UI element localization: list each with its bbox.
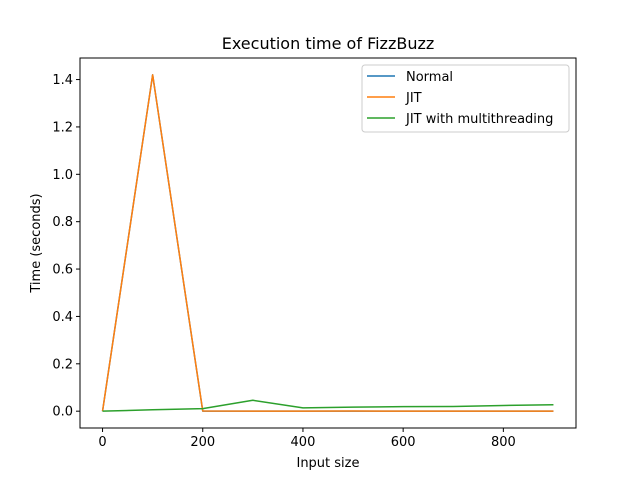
x-tick-label: 400	[291, 435, 316, 450]
legend: Normal JIT JIT with multithreading	[361, 64, 570, 133]
x-axis: 0 200 400 600 800	[98, 428, 516, 450]
legend-box	[361, 64, 570, 133]
x-tick-label: 600	[391, 435, 416, 450]
y-axis-label: Time (seconds)	[29, 193, 44, 293]
x-axis-label: Input size	[296, 456, 359, 471]
legend-label-1: JIT	[405, 91, 422, 106]
y-tick-label: 0.2	[52, 357, 73, 372]
y-tick-label: 0.8	[52, 215, 73, 230]
chart-title: Execution time of FizzBuzz	[222, 34, 435, 53]
x-tick-label: 200	[190, 435, 215, 450]
series-line-2	[102, 399, 554, 412]
y-tick-label: 0.4	[52, 310, 73, 325]
y-tick-label: 0.6	[52, 263, 73, 278]
y-axis: 0.0 0.2 0.4 0.6 0.8 1.0 1.2 1.4	[52, 73, 80, 420]
y-tick-label: 1.2	[52, 120, 73, 135]
y-tick-label: 1.4	[52, 73, 73, 88]
legend-label-0: Normal	[406, 70, 453, 85]
x-tick-label: 0	[98, 435, 106, 450]
x-tick-label: 800	[491, 435, 516, 450]
y-tick-label: 0.0	[52, 405, 73, 420]
legend-items: Normal JIT JIT with multithreading	[367, 70, 553, 127]
series-layer	[101, 74, 554, 412]
y-tick-label: 1.0	[52, 168, 73, 183]
legend-label-2: JIT with multithreading	[405, 112, 553, 127]
series-line-1	[101, 74, 554, 412]
plot-frame	[79, 57, 577, 429]
